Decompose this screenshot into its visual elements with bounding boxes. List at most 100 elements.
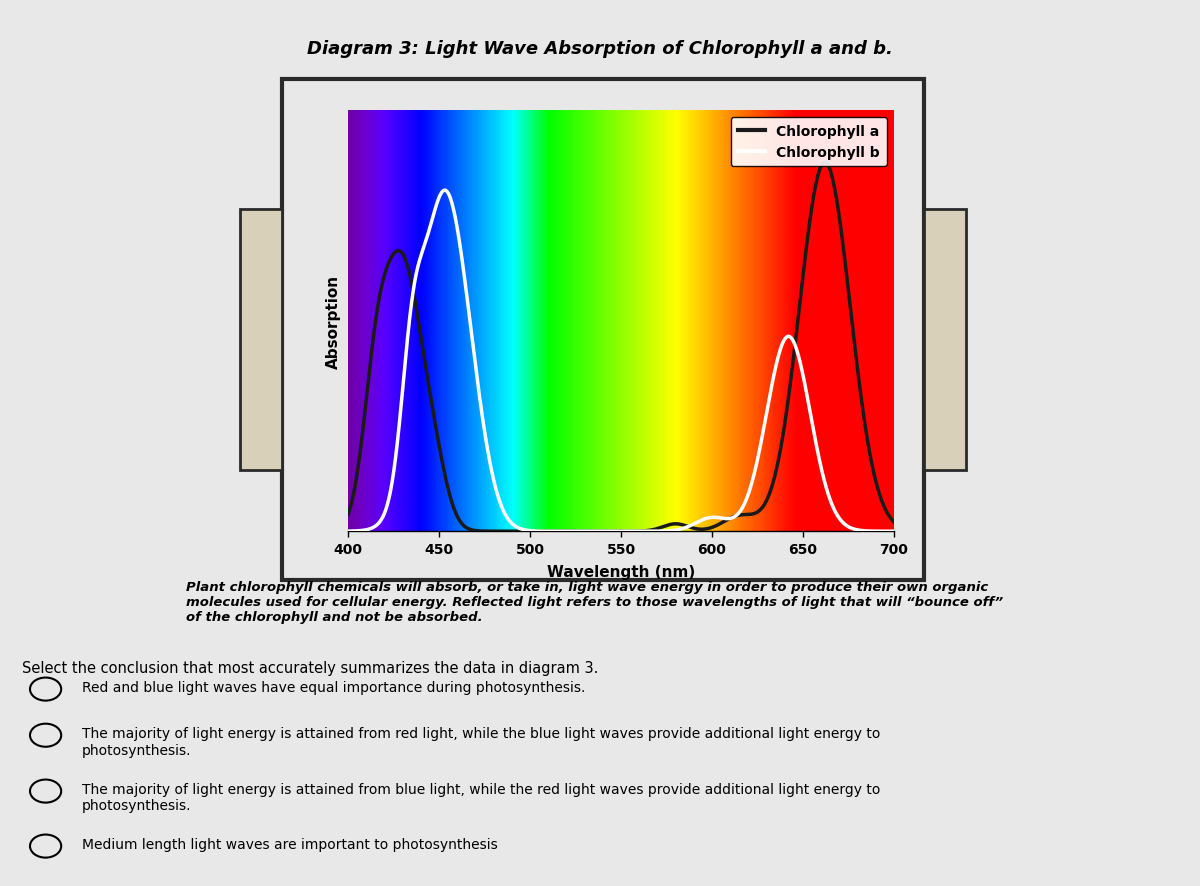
- Bar: [834, 111, 835, 532]
- Bar: [678, 111, 680, 532]
- Bar: [737, 111, 739, 532]
- Bar: [571, 111, 572, 532]
- Bar: [690, 111, 691, 532]
- Bar: [724, 111, 726, 532]
- Bar: [523, 111, 526, 532]
- Bar: [403, 111, 404, 532]
- Bar: [350, 111, 352, 532]
- Bar: [653, 111, 655, 532]
- Bar: [808, 111, 810, 532]
- Bar: [613, 111, 614, 532]
- Bar: [587, 111, 589, 532]
- Bar: [768, 111, 770, 532]
- Bar: [664, 111, 666, 532]
- Bar: [649, 111, 652, 532]
- Bar: [673, 111, 674, 532]
- Bar: [677, 111, 678, 532]
- Bar: [370, 111, 372, 532]
- Bar: [854, 111, 856, 532]
- Bar: [506, 111, 509, 532]
- Bar: [859, 111, 862, 532]
- Bar: [824, 111, 827, 532]
- Bar: [533, 111, 534, 532]
- Bar: [667, 111, 670, 532]
- Bar: [628, 111, 629, 532]
- Bar: [551, 111, 552, 532]
- Bar: [445, 111, 446, 532]
- Bar: [682, 111, 684, 532]
- Bar: [426, 111, 428, 532]
- Bar: [583, 111, 586, 532]
- Bar: [472, 111, 474, 532]
- Bar: [863, 111, 865, 532]
- Bar: [757, 111, 758, 532]
- Bar: [872, 111, 874, 532]
- Bar: [865, 111, 866, 532]
- Bar: [702, 111, 704, 532]
- Bar: [821, 111, 823, 532]
- Bar: [656, 111, 659, 532]
- Bar: [642, 111, 644, 532]
- Bar: [866, 111, 869, 532]
- Bar: [662, 111, 664, 532]
- Bar: [499, 111, 502, 532]
- Text: The majority of light energy is attained from blue light, while the red light wa: The majority of light energy is attained…: [82, 782, 880, 812]
- Bar: [740, 111, 743, 532]
- Bar: [817, 111, 820, 532]
- Bar: [564, 111, 565, 532]
- Bar: [436, 111, 438, 532]
- Bar: [812, 111, 814, 532]
- Bar: [468, 111, 470, 532]
- Bar: [568, 111, 569, 532]
- Bar: [498, 111, 499, 532]
- Bar: [881, 111, 883, 532]
- Bar: [762, 111, 764, 532]
- Text: Plant chlorophyll chemicals will absorb, or take in, light wave energy in order : Plant chlorophyll chemicals will absorb,…: [186, 580, 1003, 623]
- Bar: [432, 111, 434, 532]
- Bar: [240, 210, 282, 470]
- Bar: [781, 111, 782, 532]
- Bar: [880, 111, 881, 532]
- Bar: [421, 111, 422, 532]
- Bar: [640, 111, 642, 532]
- Bar: [704, 111, 706, 532]
- Bar: [422, 111, 425, 532]
- Bar: [526, 111, 527, 532]
- Bar: [410, 111, 412, 532]
- Bar: [694, 111, 695, 532]
- Bar: [748, 111, 750, 532]
- Bar: [439, 111, 442, 532]
- Bar: [856, 111, 858, 532]
- Bar: [686, 111, 688, 532]
- Bar: [697, 111, 698, 532]
- Bar: [761, 111, 762, 532]
- Bar: [544, 111, 545, 532]
- Bar: [407, 111, 408, 532]
- Bar: [631, 111, 632, 532]
- Bar: [434, 111, 436, 532]
- Bar: [492, 111, 494, 532]
- Bar: [510, 111, 512, 532]
- Bar: [396, 111, 397, 532]
- Bar: [743, 111, 744, 532]
- Bar: [530, 111, 533, 532]
- Bar: [461, 111, 463, 532]
- Bar: [688, 111, 690, 532]
- Bar: [438, 111, 439, 532]
- Bar: [589, 111, 590, 532]
- Bar: [540, 111, 541, 532]
- Bar: [562, 111, 564, 532]
- Bar: [828, 111, 830, 532]
- Bar: [835, 111, 838, 532]
- Bar: [556, 111, 558, 532]
- X-axis label: Wavelength (nm): Wavelength (nm): [547, 564, 695, 579]
- Bar: [545, 111, 547, 532]
- Bar: [478, 111, 480, 532]
- Bar: [534, 111, 536, 532]
- Bar: [800, 111, 803, 532]
- Bar: [481, 111, 484, 532]
- Bar: [841, 111, 842, 532]
- Bar: [770, 111, 772, 532]
- Bar: [629, 111, 631, 532]
- Bar: [418, 111, 419, 532]
